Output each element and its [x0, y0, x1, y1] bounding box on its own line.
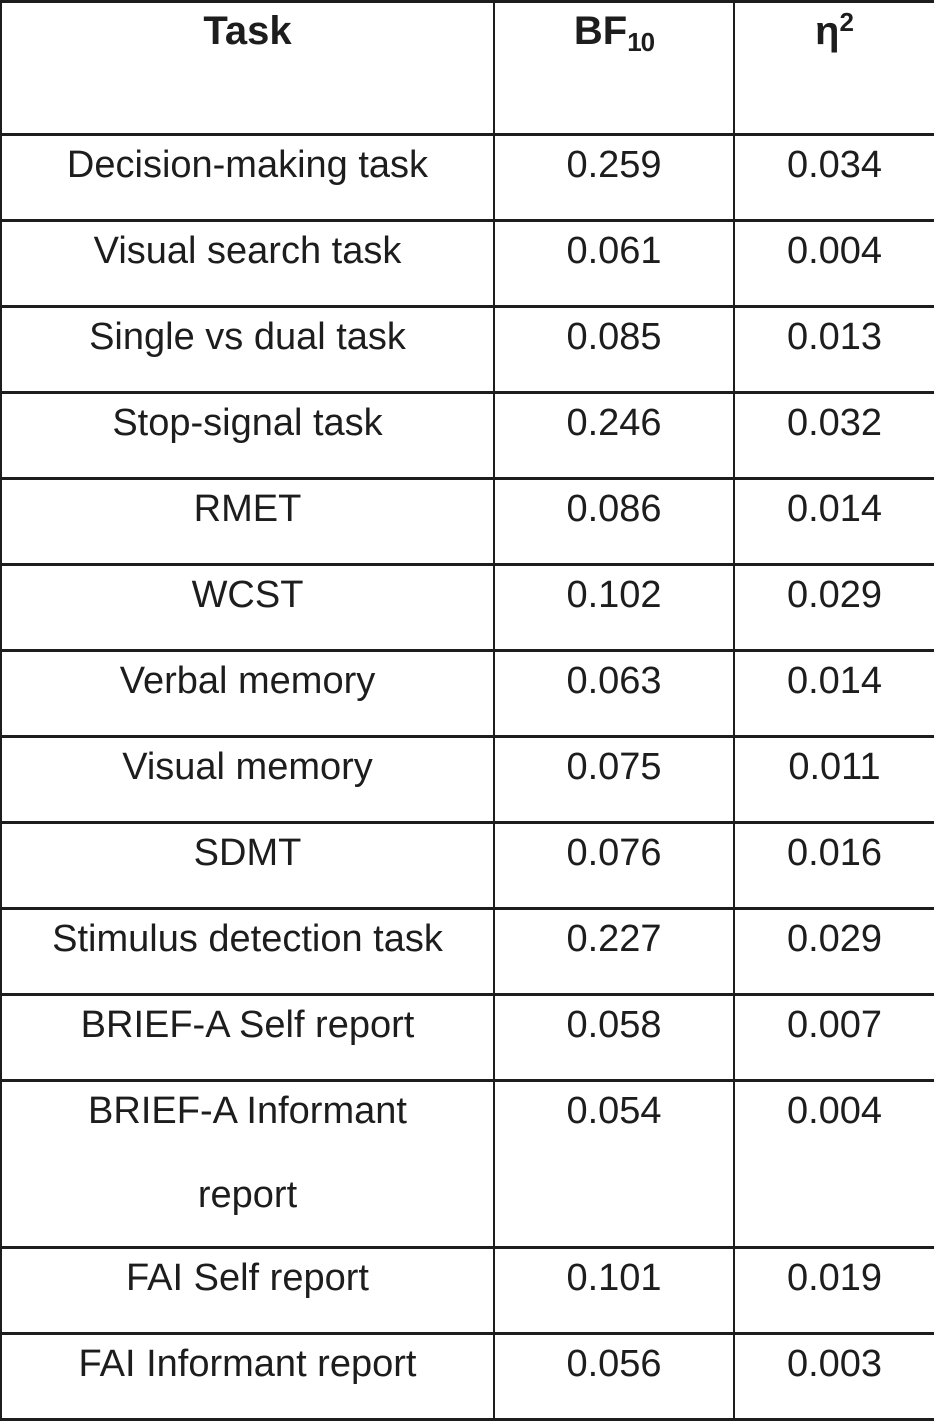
header-eta2: η2 — [733, 0, 934, 136]
cell-eta2: 0.014 — [733, 649, 934, 738]
cell-bf10: 0.056 — [493, 1332, 735, 1421]
table-header: Task BF10 η2 — [0, 0, 934, 136]
cell-bf10: 0.061 — [493, 219, 735, 308]
cell-bf10: 0.086 — [493, 477, 735, 566]
cell-task: Visual memory — [0, 735, 495, 824]
cell-bf10: 0.259 — [493, 133, 735, 222]
cell-bf10: 0.085 — [493, 305, 735, 394]
cell-eta2: 0.029 — [733, 907, 934, 996]
cell-bf10: 0.063 — [493, 649, 735, 738]
cell-bf10: 0.227 — [493, 907, 735, 996]
cell-eta2: 0.029 — [733, 563, 934, 652]
cell-task: Decision-making task — [0, 133, 495, 222]
cell-bf10: 0.058 — [493, 993, 735, 1082]
table-row: SDMT 0.076 0.016 — [0, 821, 934, 910]
cell-eta2: 0.004 — [733, 219, 934, 308]
table-row: BRIEF-A Self report 0.058 0.007 — [0, 993, 934, 1082]
header-task: Task — [0, 0, 495, 136]
cell-task-text: BRIEF-A Informant report — [88, 1090, 407, 1216]
table-row: WCST 0.102 0.029 — [0, 563, 934, 652]
header-row: Task BF10 η2 — [0, 0, 934, 136]
cell-eta2: 0.014 — [733, 477, 934, 566]
cell-eta2: 0.011 — [733, 735, 934, 824]
cell-bf10: 0.101 — [493, 1246, 735, 1335]
cell-task: FAI Self report — [0, 1246, 495, 1335]
cell-bf10: 0.054 — [493, 1079, 735, 1249]
cell-task: SDMT — [0, 821, 495, 910]
cell-task: Single vs dual task — [0, 305, 495, 394]
cell-task: RMET — [0, 477, 495, 566]
table-row: Verbal memory 0.063 0.014 — [0, 649, 934, 738]
cell-eta2: 0.019 — [733, 1246, 934, 1335]
table-row: RMET 0.086 0.014 — [0, 477, 934, 566]
header-eta2-superscript: 2 — [839, 7, 854, 37]
table-row: Single vs dual task 0.085 0.013 — [0, 305, 934, 394]
cell-eta2: 0.007 — [733, 993, 934, 1082]
cell-task: BRIEF-A Self report — [0, 993, 495, 1082]
cell-eta2: 0.003 — [733, 1332, 934, 1421]
table-body: Decision-making task 0.259 0.034 Visual … — [0, 133, 934, 1421]
cell-eta2: 0.016 — [733, 821, 934, 910]
cell-eta2: 0.004 — [733, 1079, 934, 1249]
cell-bf10: 0.076 — [493, 821, 735, 910]
table-row: Decision-making task 0.259 0.034 — [0, 133, 934, 222]
cell-task: Stimulus detection task — [0, 907, 495, 996]
cell-task: WCST — [0, 563, 495, 652]
cell-task: Visual search task — [0, 219, 495, 308]
cell-eta2: 0.013 — [733, 305, 934, 394]
header-bf10-base: BF — [573, 9, 628, 53]
table-row: FAI Informant report 0.056 0.003 — [0, 1332, 934, 1421]
cell-bf10: 0.075 — [493, 735, 735, 824]
header-bf10-subscript: 10 — [627, 27, 655, 57]
cell-task: BRIEF-A Informant report — [0, 1079, 495, 1249]
table-row: Visual search task 0.061 0.004 — [0, 219, 934, 308]
table-row: Stimulus detection task 0.227 0.029 — [0, 907, 934, 996]
table-row: BRIEF-A Informant report 0.054 0.004 — [0, 1079, 934, 1249]
cell-task: Stop-signal task — [0, 391, 495, 480]
cell-eta2: 0.032 — [733, 391, 934, 480]
cell-bf10: 0.246 — [493, 391, 735, 480]
cell-bf10: 0.102 — [493, 563, 735, 652]
table-row: Stop-signal task 0.246 0.032 — [0, 391, 934, 480]
table-row: Visual memory 0.075 0.011 — [0, 735, 934, 824]
header-bf10: BF10 — [493, 0, 735, 136]
cell-eta2: 0.034 — [733, 133, 934, 222]
cell-task: FAI Informant report — [0, 1332, 495, 1421]
table-row: FAI Self report 0.101 0.019 — [0, 1246, 934, 1335]
header-eta2-base: η — [815, 9, 840, 53]
cell-task: Verbal memory — [0, 649, 495, 738]
